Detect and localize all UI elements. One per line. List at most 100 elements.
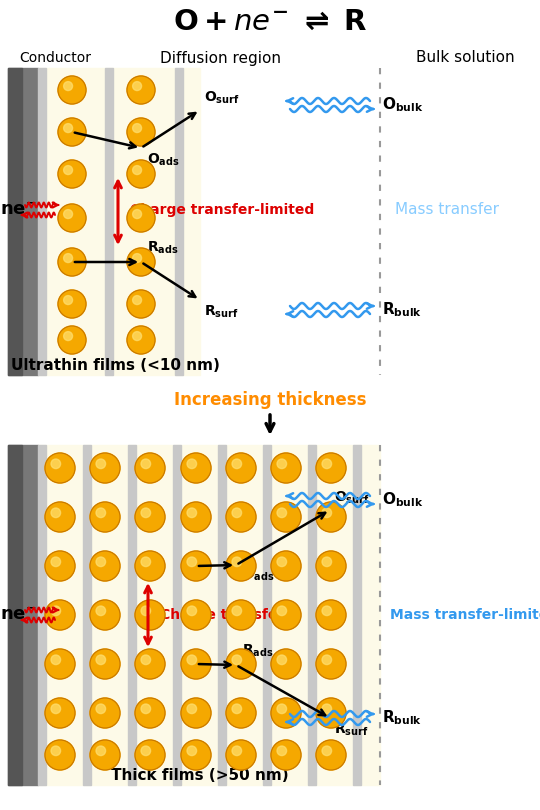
Circle shape [232,508,241,518]
Circle shape [133,165,141,175]
Circle shape [181,551,211,581]
Bar [38,68,46,375]
Circle shape [271,502,301,532]
Bar [128,445,136,785]
Text: $\mathbf{R}_{\mathbf{bulk}}$: $\mathbf{R}_{\mathbf{bulk}}$ [382,301,422,319]
Circle shape [135,453,165,483]
Circle shape [96,606,106,616]
Bar [218,445,226,785]
Circle shape [316,649,346,679]
Circle shape [51,557,60,567]
Circle shape [45,551,75,581]
Circle shape [141,459,151,469]
Circle shape [322,508,332,518]
Circle shape [96,508,106,518]
Circle shape [90,551,120,581]
Circle shape [226,551,256,581]
Bar [83,445,91,785]
Circle shape [51,606,60,616]
Circle shape [127,248,155,276]
Circle shape [226,453,256,483]
Circle shape [45,649,75,679]
Circle shape [316,551,346,581]
Circle shape [90,740,120,770]
Circle shape [226,740,256,770]
Bar [8,445,38,785]
Circle shape [127,118,155,146]
Circle shape [135,740,165,770]
Circle shape [51,655,60,664]
Circle shape [322,746,332,756]
Circle shape [226,502,256,532]
Circle shape [90,502,120,532]
Circle shape [135,649,165,679]
Circle shape [64,165,72,175]
Circle shape [141,508,151,518]
Text: Increasing thickness: Increasing thickness [174,391,366,409]
Bar [8,445,22,785]
Bar [105,68,113,375]
Circle shape [135,600,165,630]
Circle shape [64,124,72,133]
Circle shape [64,296,72,305]
Circle shape [96,557,106,567]
Circle shape [232,746,241,756]
Circle shape [64,82,72,91]
Text: $\mathbf{O}_{\mathbf{bulk}}$: $\mathbf{O}_{\mathbf{bulk}}$ [382,491,423,509]
Circle shape [58,118,86,146]
Circle shape [90,698,120,728]
Circle shape [51,508,60,518]
Circle shape [322,655,332,664]
Text: $\mathit{\mathbf{ne}}^{\mathbf{-}}$: $\mathit{\mathbf{ne}}^{\mathbf{-}}$ [0,606,36,624]
Circle shape [45,740,75,770]
Circle shape [64,331,72,340]
Circle shape [316,740,346,770]
Circle shape [51,746,60,756]
Text: Mass transfer-limited: Mass transfer-limited [390,608,540,622]
Circle shape [133,296,141,305]
Circle shape [135,502,165,532]
Circle shape [232,459,241,469]
Circle shape [127,160,155,188]
Circle shape [58,204,86,232]
Text: $\mathbf{O}_{\mathbf{bulk}}$: $\mathbf{O}_{\mathbf{bulk}}$ [382,96,423,114]
Circle shape [322,557,332,567]
Circle shape [181,453,211,483]
Circle shape [187,606,197,616]
Circle shape [45,698,75,728]
Bar [173,445,181,785]
Circle shape [141,655,151,664]
Circle shape [45,453,75,483]
Circle shape [58,76,86,104]
Circle shape [316,698,346,728]
Circle shape [271,740,301,770]
Circle shape [277,746,287,756]
Circle shape [135,698,165,728]
Circle shape [135,551,165,581]
Circle shape [96,704,106,714]
Circle shape [316,502,346,532]
Circle shape [133,331,141,340]
Text: Bulk solution: Bulk solution [416,50,514,66]
Circle shape [277,459,287,469]
Circle shape [141,606,151,616]
Circle shape [133,210,141,219]
Circle shape [141,704,151,714]
Text: $\mathbf{O}_{\mathbf{surf}}$: $\mathbf{O}_{\mathbf{surf}}$ [204,90,240,106]
Circle shape [187,557,197,567]
Text: Mass transfer: Mass transfer [395,202,499,218]
Circle shape [181,740,211,770]
Text: $\mathbf{O}_{\mathbf{ads}}$: $\mathbf{O}_{\mathbf{ads}}$ [147,152,180,168]
Text: $\mathbf{O}_{\mathbf{ads}}$: $\mathbf{O}_{\mathbf{ads}}$ [242,567,275,583]
Circle shape [322,459,332,469]
Circle shape [96,655,106,664]
Circle shape [187,508,197,518]
Text: Diffusion region: Diffusion region [159,50,280,66]
Circle shape [45,600,75,630]
Bar [8,68,22,375]
Circle shape [181,600,211,630]
Circle shape [232,655,241,664]
Circle shape [58,290,86,318]
Circle shape [45,502,75,532]
Circle shape [141,746,151,756]
